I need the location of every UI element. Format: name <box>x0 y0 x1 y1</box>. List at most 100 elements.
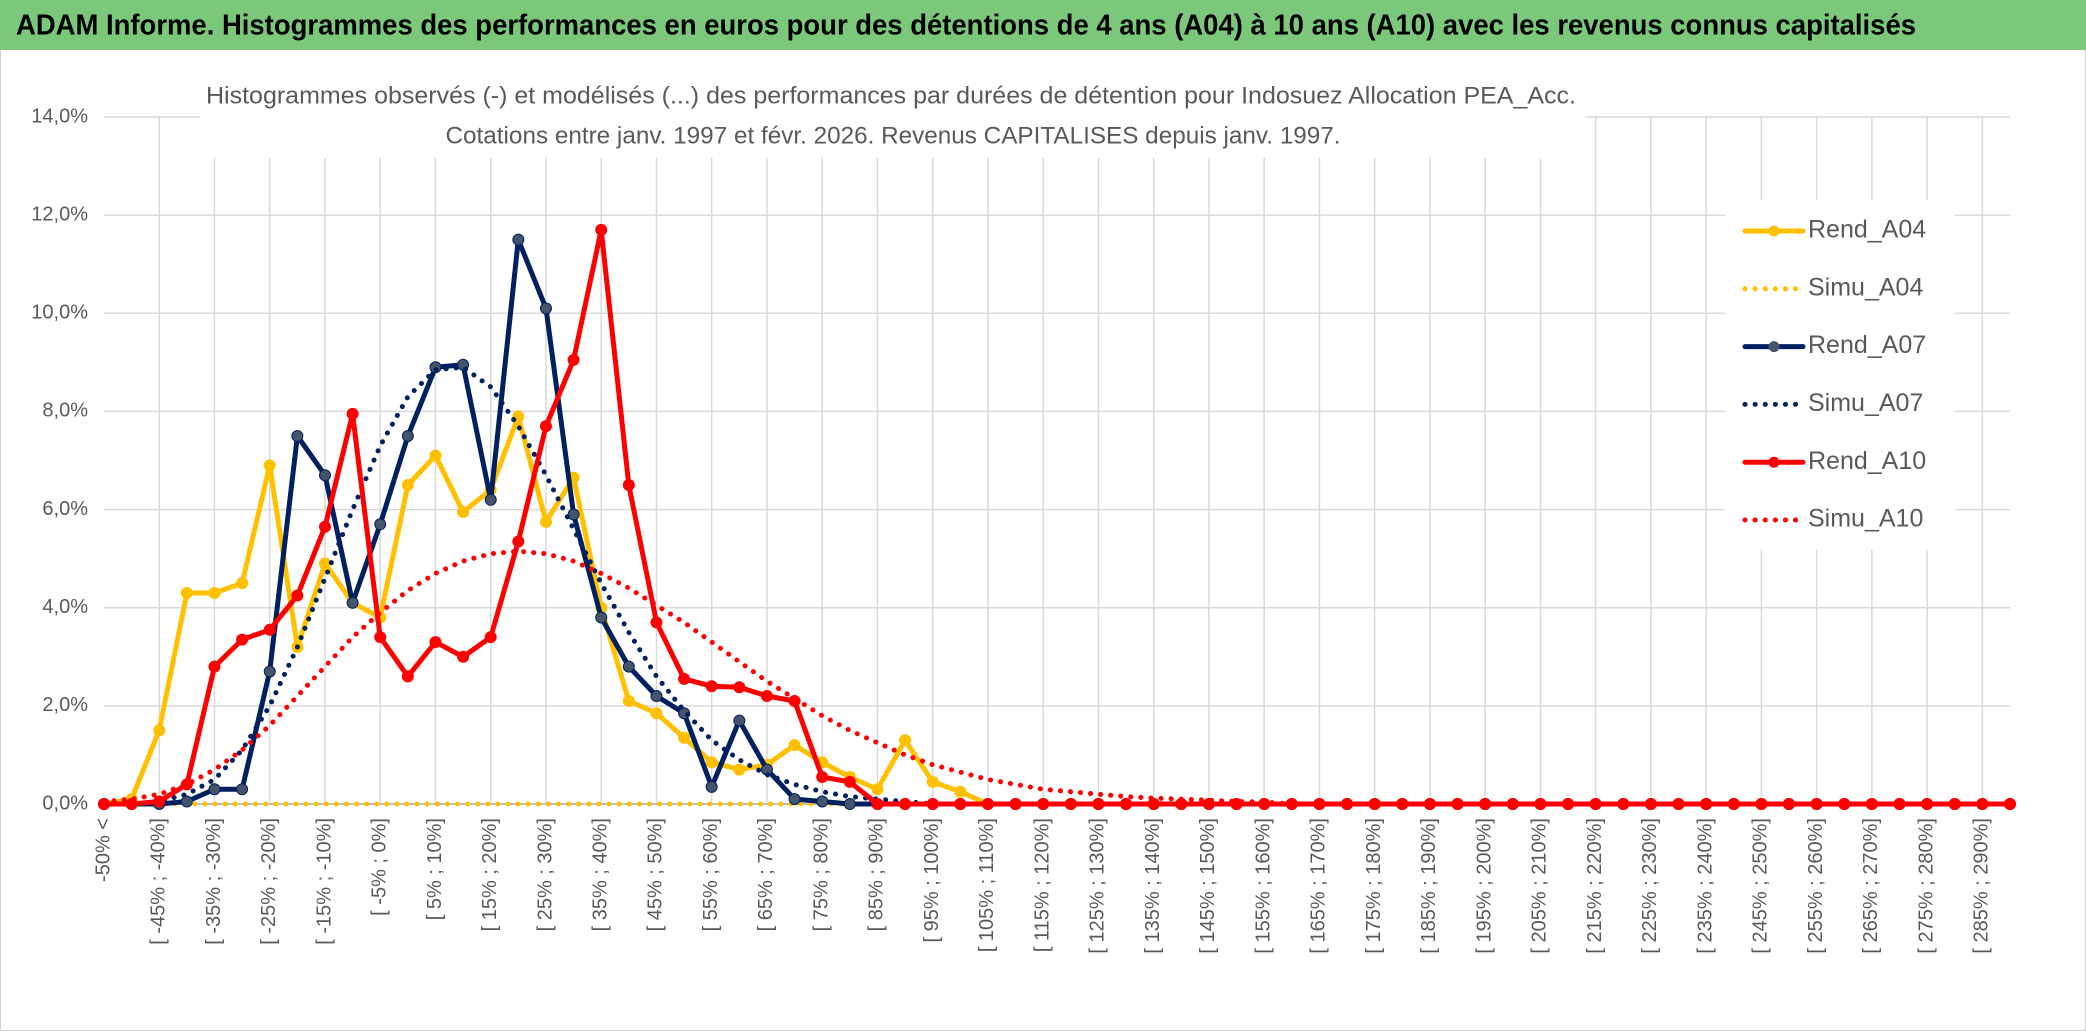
point <box>318 469 331 482</box>
x-tick-label: [ 95% ; 100%] <box>921 818 943 943</box>
x-tick-label: [ 285% ; 290%] <box>1971 818 1993 954</box>
point <box>622 694 635 707</box>
point <box>180 586 193 599</box>
point <box>318 520 331 533</box>
x-tick-label: [ 45% ; 50%] <box>645 818 667 931</box>
x-tick-label: [ 65% ; 70%] <box>755 818 777 931</box>
point <box>457 506 470 519</box>
point <box>401 429 414 442</box>
point <box>512 233 525 246</box>
x-tick-label: [ 275% ; 280%] <box>1915 818 1937 954</box>
legend-marker <box>1768 341 1780 353</box>
point <box>539 302 552 315</box>
x-tick-label: [ 245% ; 250%] <box>1750 818 1772 954</box>
x-tick-label: [ 185% ; 190%] <box>1418 818 1440 954</box>
x-tick-label: [ -15% ; -10%] <box>313 818 335 945</box>
x-tick-label: [ 25% ; 30%] <box>534 818 556 931</box>
point <box>705 680 718 693</box>
point <box>1037 798 1050 810</box>
point <box>705 780 718 793</box>
x-tick-label: [ -45% ; -40%] <box>148 818 170 945</box>
point <box>457 650 470 663</box>
point <box>263 623 276 636</box>
observed-line <box>101 227 2013 807</box>
point <box>871 798 884 810</box>
x-tick-label: [ 55% ; 60%] <box>700 818 722 931</box>
point <box>843 775 856 788</box>
point <box>125 798 138 810</box>
point <box>733 681 746 694</box>
point <box>346 596 359 609</box>
x-tick-label: [ 165% ; 170%] <box>1308 818 1330 954</box>
point <box>816 771 829 784</box>
point <box>263 665 276 678</box>
point <box>429 636 442 649</box>
x-tick-label: [ 75% ; 80%] <box>810 818 832 931</box>
point <box>733 714 746 727</box>
point <box>236 633 249 646</box>
point <box>650 616 663 629</box>
point <box>678 672 691 685</box>
x-tick-label: [ -35% ; -30%] <box>203 818 225 945</box>
x-tick-label: [ 5% ; 10%] <box>424 818 446 920</box>
point <box>208 783 221 796</box>
point <box>705 756 718 769</box>
chart-subtitle: Cotations entre janv. 1997 et févr. 2026… <box>446 122 1341 149</box>
x-tick-label: [ 205% ; 210%] <box>1529 818 1551 954</box>
point <box>346 407 359 420</box>
point <box>429 449 442 462</box>
grid: 0,0% 2,0% 4,0% 6,0% 8,0% 10,0% 12,0% 14,0% -50% … <box>31 105 2010 954</box>
point <box>899 798 912 810</box>
x-tick-label: [ 195% ; 200%] <box>1473 818 1495 954</box>
point <box>622 660 635 673</box>
point <box>650 690 663 703</box>
x-tick-label: [ 135% ; 140%] <box>1142 818 1164 954</box>
point <box>926 798 939 810</box>
point <box>622 479 635 492</box>
point <box>926 775 939 788</box>
point <box>788 793 801 806</box>
y-tick-label: 0,0% <box>42 792 88 814</box>
legend-bg <box>1725 200 1955 550</box>
y-tick-label: 10,0% <box>31 302 88 324</box>
point <box>650 707 663 720</box>
point <box>401 670 414 683</box>
point <box>871 783 884 796</box>
point <box>291 589 304 602</box>
point <box>539 515 552 528</box>
x-tick-label: -50% < <box>92 818 114 882</box>
legend: Rend_A04 Simu_A04 Rend_A07 Simu_A07 Rend_A10… <box>1725 200 1955 550</box>
x-tick-label: [ 175% ; 180%] <box>1363 818 1385 954</box>
point <box>374 631 387 644</box>
point <box>236 577 249 590</box>
x-tick-label: [ 105% ; 110%] <box>976 818 998 952</box>
point <box>236 783 249 796</box>
point <box>760 690 773 703</box>
point <box>595 611 608 624</box>
x-tick-label: [ 255% ; 260%] <box>1805 818 1827 954</box>
point <box>153 795 166 808</box>
point <box>318 557 331 570</box>
y-tick-label: 8,0% <box>42 400 88 422</box>
point <box>1092 798 1105 810</box>
point <box>484 631 497 644</box>
point <box>484 493 497 506</box>
x-tick-label: [ 215% ; 220%] <box>1584 818 1606 954</box>
point <box>180 795 193 808</box>
x-tick-label: [ -5% ; 0%] <box>369 818 391 916</box>
x-tick-label: [ -25% ; -20%] <box>258 818 280 945</box>
point <box>899 734 912 747</box>
x-tick-label: [ 225% ; 230%] <box>1639 818 1661 954</box>
point <box>374 518 387 531</box>
point <box>733 763 746 776</box>
x-tick-label: [ 145% ; 150%] <box>1197 818 1219 954</box>
point <box>567 508 580 521</box>
point <box>954 785 967 798</box>
x-tick-label: [ 15% ; 20%] <box>479 818 501 931</box>
point <box>208 660 221 673</box>
point <box>567 353 580 366</box>
x-tick-label: [ 115% ; 120%] <box>1031 818 1053 952</box>
point <box>208 586 221 599</box>
x-tick-label: [ 265% ; 270%] <box>1860 818 1882 954</box>
x-tick-label: [ 235% ; 240%] <box>1694 818 1716 954</box>
